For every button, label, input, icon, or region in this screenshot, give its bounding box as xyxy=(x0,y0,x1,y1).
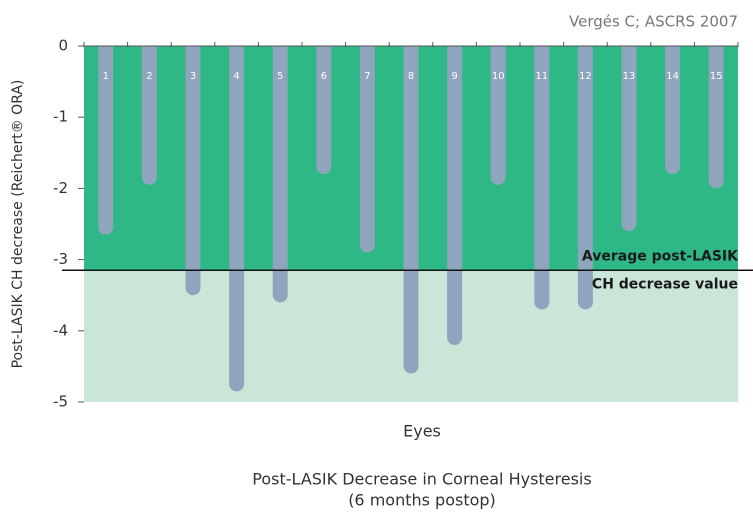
category-label: 1 xyxy=(103,71,109,82)
bar xyxy=(98,46,114,235)
bar xyxy=(447,46,463,346)
y-tick-label: -3 xyxy=(53,250,68,268)
bar xyxy=(490,46,506,185)
x-axis-label: Eyes xyxy=(403,422,441,441)
y-axis-label: Post-LASIK CH decrease (Reichert® ORA) xyxy=(10,80,26,369)
bar xyxy=(141,46,157,185)
category-label: 11 xyxy=(535,71,548,82)
category-label: 7 xyxy=(364,71,370,82)
y-tick-label: -2 xyxy=(53,179,68,197)
bar xyxy=(316,46,332,175)
category-label: 15 xyxy=(710,71,723,82)
y-tick-label: 0 xyxy=(58,37,68,55)
y-tick-label: -1 xyxy=(53,108,68,126)
bar xyxy=(621,46,637,232)
bar xyxy=(272,46,288,303)
bar xyxy=(665,46,681,175)
category-label: 12 xyxy=(579,71,592,82)
category-label: 10 xyxy=(492,71,505,82)
category-label: 5 xyxy=(277,71,283,82)
bar xyxy=(534,46,550,310)
bar xyxy=(708,46,724,189)
category-label: 14 xyxy=(666,71,679,82)
category-label: 6 xyxy=(321,71,327,82)
bar xyxy=(359,46,375,253)
category-label: 3 xyxy=(190,71,196,82)
bar xyxy=(403,46,419,374)
chart-subtitle: (6 months postop) xyxy=(348,491,496,510)
annotation: CH decrease value xyxy=(592,276,738,292)
bar xyxy=(185,46,201,296)
annotation: Average post-LASIK xyxy=(582,248,739,264)
bar xyxy=(577,46,593,310)
bar xyxy=(229,46,245,392)
category-label: 4 xyxy=(233,71,239,82)
category-label: 8 xyxy=(408,71,414,82)
y-tick-label: -4 xyxy=(53,321,68,339)
category-label: 9 xyxy=(451,71,457,82)
chart-title: Post-LASIK Decrease in Corneal Hysteresi… xyxy=(252,470,591,489)
category-label: 2 xyxy=(146,71,152,82)
source: Vergés C; ASCRS 2007 xyxy=(569,13,738,31)
category-label: 13 xyxy=(623,71,636,82)
y-tick-label: -5 xyxy=(53,393,68,411)
